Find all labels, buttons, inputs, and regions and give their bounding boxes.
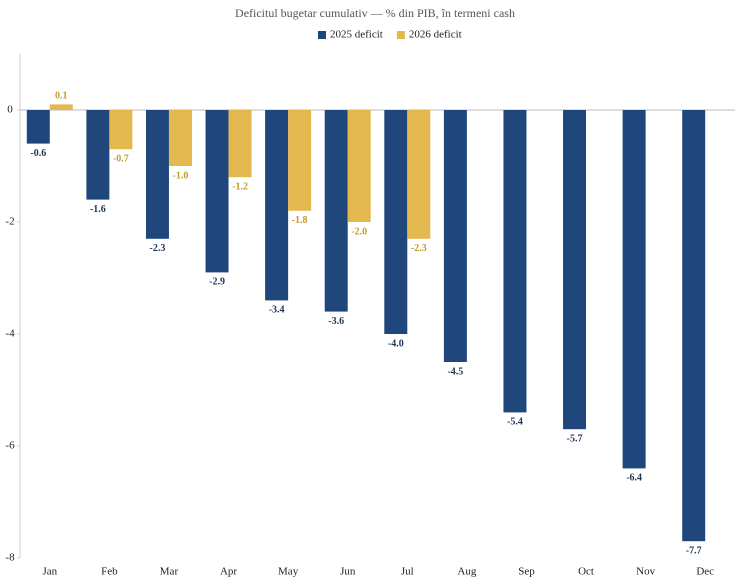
x-tick-label: Mar — [160, 566, 179, 578]
x-tick-label: Sep — [518, 566, 535, 578]
value-label: -5.7 — [567, 433, 583, 444]
value-label: -2.3 — [411, 243, 427, 254]
x-tick-label: Jun — [340, 566, 356, 578]
bar — [563, 110, 587, 430]
chart-title: Deficitul bugetar cumulativ — % din PIB,… — [235, 6, 515, 20]
bar — [26, 110, 50, 144]
value-label: -5.4 — [507, 417, 523, 428]
bar — [503, 110, 527, 413]
bar — [265, 110, 289, 301]
x-tick-label: Jan — [42, 566, 57, 578]
legend-label: 2025 deficit — [330, 29, 383, 41]
bar — [49, 104, 73, 110]
value-label: -0.6 — [30, 148, 46, 159]
x-tick-label: Aug — [457, 566, 476, 578]
value-label: -2.3 — [150, 243, 166, 254]
legend-swatch — [318, 31, 326, 39]
y-tick-label: -8 — [5, 552, 15, 564]
y-tick-label: 0 — [7, 104, 13, 116]
bar — [288, 110, 312, 211]
x-tick-label: Jul — [401, 566, 414, 578]
y-tick-label: -4 — [5, 328, 15, 340]
value-label: -1.0 — [173, 170, 189, 181]
bar — [205, 110, 229, 273]
value-label: -4.0 — [388, 338, 404, 349]
value-label: -0.7 — [113, 153, 129, 164]
bar — [443, 110, 467, 362]
bar — [145, 110, 169, 239]
y-tick-label: -6 — [5, 440, 15, 452]
value-label: -3.4 — [269, 305, 285, 316]
x-tick-label: Apr — [220, 566, 237, 578]
x-tick-label: May — [278, 566, 299, 578]
value-label: -1.2 — [232, 181, 248, 192]
bar — [109, 110, 133, 150]
bar — [86, 110, 110, 200]
value-label: -1.6 — [90, 204, 106, 215]
bar — [384, 110, 408, 334]
bar — [228, 110, 252, 178]
value-label: -3.6 — [328, 316, 344, 327]
legend-label: 2026 deficit — [409, 29, 462, 41]
bar — [407, 110, 431, 239]
x-tick-label: Oct — [578, 566, 594, 578]
value-label: 0.1 — [55, 91, 68, 102]
x-tick-label: Dec — [696, 566, 714, 578]
bar — [168, 110, 192, 166]
legend-swatch — [396, 31, 405, 39]
x-tick-label: Feb — [101, 566, 118, 578]
bar — [347, 110, 371, 222]
y-tick-label: -2 — [5, 216, 14, 228]
value-label: -6.4 — [626, 473, 642, 484]
value-label: -2.9 — [209, 277, 225, 288]
bar — [324, 110, 348, 312]
value-label: -4.5 — [447, 366, 463, 377]
value-label: -1.8 — [292, 215, 308, 226]
bar — [622, 110, 646, 469]
value-label: -2.0 — [351, 226, 367, 237]
bar — [682, 110, 706, 542]
value-label: -7.7 — [686, 545, 702, 556]
x-tick-label: Nov — [636, 566, 655, 578]
